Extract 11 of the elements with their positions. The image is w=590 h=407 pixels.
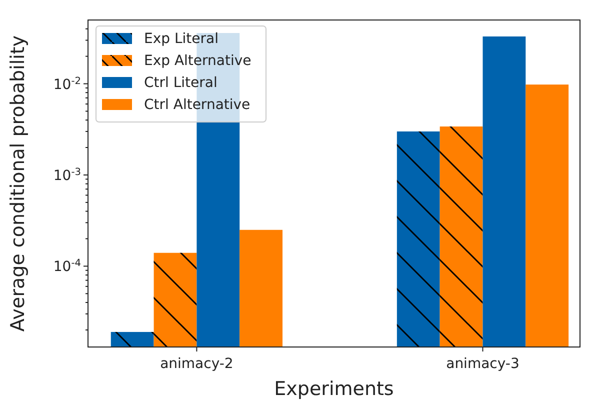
x-tick-label: animacy-3 (446, 356, 520, 372)
y-tick-label: 10$^{-4}$ (53, 258, 81, 276)
y-tick-label: 10$^{-3}$ (53, 166, 81, 184)
x-axis-title: Experiments (274, 378, 394, 400)
x-tick-label: animacy-2 (160, 356, 234, 372)
legend-label: Exp Literal (144, 31, 218, 47)
y-axis-title: Average conditional probability (7, 35, 29, 332)
y-tick-label: 10$^{-2}$ (53, 75, 81, 93)
legend-label: Ctrl Alternative (144, 97, 250, 113)
legend-label: Ctrl Literal (144, 75, 218, 91)
legend-label: Exp Alternative (144, 53, 252, 69)
